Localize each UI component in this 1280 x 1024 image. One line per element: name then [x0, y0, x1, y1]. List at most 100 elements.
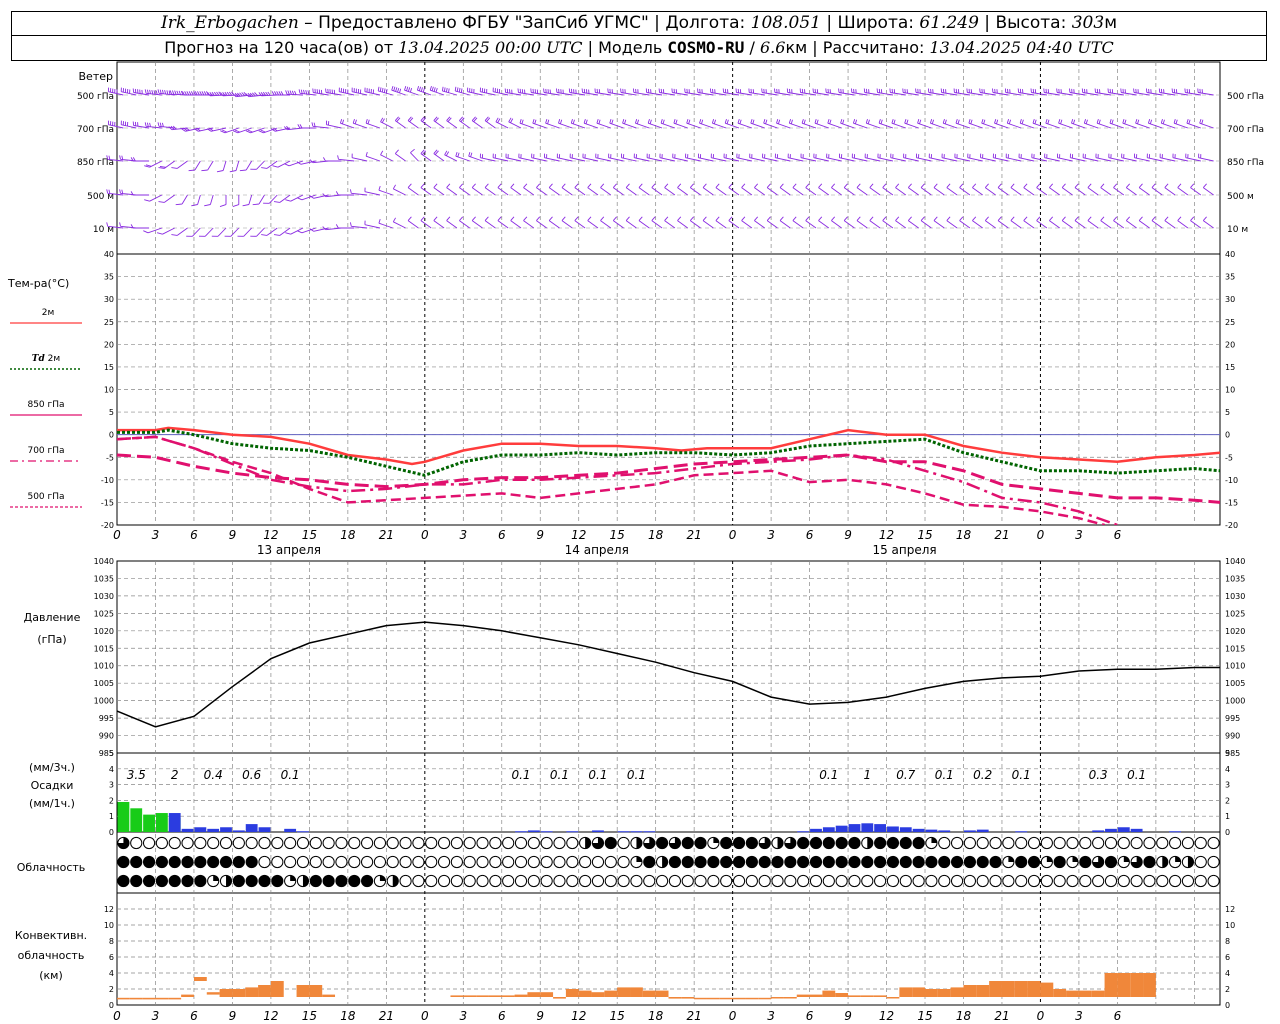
conv-bar [258, 985, 271, 997]
cloud-cell [976, 836, 989, 850]
pressure-ytick-right: 995 [1225, 714, 1240, 723]
precip-3h-label: 0.6 [242, 768, 261, 782]
cloud-cell [1053, 855, 1066, 869]
pressure-ytick-left: 1030 [94, 592, 114, 601]
wind-barb [651, 183, 663, 196]
wind-barb [1069, 153, 1086, 162]
wind-barb [120, 120, 137, 129]
wind-barb [749, 153, 765, 162]
precip-3h-bar [117, 801, 130, 832]
cloud-cell [335, 855, 348, 869]
wind-barb [263, 194, 278, 204]
cloud-cell [271, 874, 284, 888]
xtick-temp-13: 15 [610, 528, 625, 542]
wind-barb [1058, 118, 1073, 129]
wind-barb [741, 216, 753, 229]
wind-barb [479, 153, 496, 162]
conv-bar [873, 995, 887, 997]
wind-barb [728, 183, 740, 196]
wind-barb [638, 216, 650, 229]
cloud-cell [617, 836, 630, 850]
cloud-cell [797, 874, 810, 888]
cloud-cell-fill [636, 837, 643, 849]
cloud-cell [835, 874, 848, 888]
wind-barb [144, 194, 163, 202]
wind-barb [574, 183, 586, 196]
wind-level-right-2: 850 гПа [1227, 158, 1264, 168]
cloud-cell [553, 855, 566, 869]
wind-barb [1158, 88, 1176, 96]
cloud-cell [745, 855, 758, 869]
cloud-cell [373, 855, 387, 869]
precip-1h-bar [1105, 828, 1117, 832]
cloud-cell [694, 836, 707, 850]
temp-ytick-left: 15 [104, 363, 114, 372]
cloud-cell [989, 874, 1002, 888]
wind-barb [638, 183, 650, 196]
wind-barb [673, 118, 688, 129]
conv-bar [604, 990, 618, 997]
conv-bar [1104, 973, 1118, 997]
xtick-bottom-20: 12 [879, 1009, 894, 1023]
cloud-cell [784, 855, 797, 869]
xtick-temp-0: 0 [113, 528, 121, 542]
wind-barb [779, 216, 791, 229]
cloud-cell [181, 836, 194, 850]
cloud-cell [553, 874, 566, 888]
wind-barb [838, 153, 855, 162]
wind-barb [792, 183, 804, 196]
wind-barb [646, 153, 663, 162]
cloud-cell [874, 855, 887, 869]
wind-barb [959, 183, 971, 196]
wind-barb [1057, 153, 1073, 162]
xtick-bottom-21: 15 [917, 1009, 932, 1023]
cloud-cell [1066, 874, 1079, 888]
precip-ytick-left: 0 [109, 828, 114, 837]
wind-barb [612, 216, 624, 229]
wind-barb [634, 118, 650, 129]
cloud-cell [502, 836, 515, 850]
wind-barb [1172, 153, 1188, 162]
cloud-cell [566, 855, 579, 869]
precip-1h-bar [1092, 830, 1105, 832]
wind-barb [1202, 183, 1214, 196]
temp-ytick-left: 10 [104, 386, 114, 395]
wind-barb [882, 183, 894, 196]
wind-barb [1125, 183, 1137, 196]
cloud-cell [822, 874, 835, 888]
wind-barb [972, 183, 983, 196]
precip-3h-label: 0.3 [1089, 768, 1108, 782]
wind-barb [715, 216, 727, 229]
conv-bar [232, 989, 246, 997]
cloud-cell [540, 874, 553, 888]
cloud-cell [463, 874, 476, 888]
wind-barb [1159, 153, 1176, 162]
wind-barb [1147, 118, 1163, 129]
wind-barb [1095, 153, 1112, 162]
cloud-cell [566, 836, 579, 850]
pressure-ytick-left: 1010 [94, 662, 114, 671]
wind-barb [907, 183, 919, 196]
wind-barb [1087, 183, 1099, 196]
pressure-ytick-right: 1040 [1225, 557, 1245, 566]
wind-barb [106, 189, 124, 196]
wind-barb [1006, 118, 1022, 129]
cloud-cell [155, 874, 168, 888]
cloud-cell [822, 855, 835, 869]
conv-bar [1001, 981, 1015, 997]
conv-ytick-left: 6 [109, 953, 114, 962]
wind-barb [492, 87, 509, 96]
conv-bar [630, 987, 643, 997]
wind-barb [1107, 88, 1124, 96]
precip-1h-bar [976, 829, 989, 832]
cloud-cell [771, 855, 784, 869]
wind-barb [337, 155, 355, 162]
cloud-cell [835, 836, 848, 850]
wind-barb [595, 153, 611, 162]
wind-barb [479, 87, 496, 96]
conv-ytick-right: 4 [1225, 969, 1230, 978]
cloud-cell [1143, 836, 1156, 850]
wind-barb [169, 90, 188, 96]
wind-barb [468, 151, 483, 162]
wind-barb [545, 118, 560, 129]
